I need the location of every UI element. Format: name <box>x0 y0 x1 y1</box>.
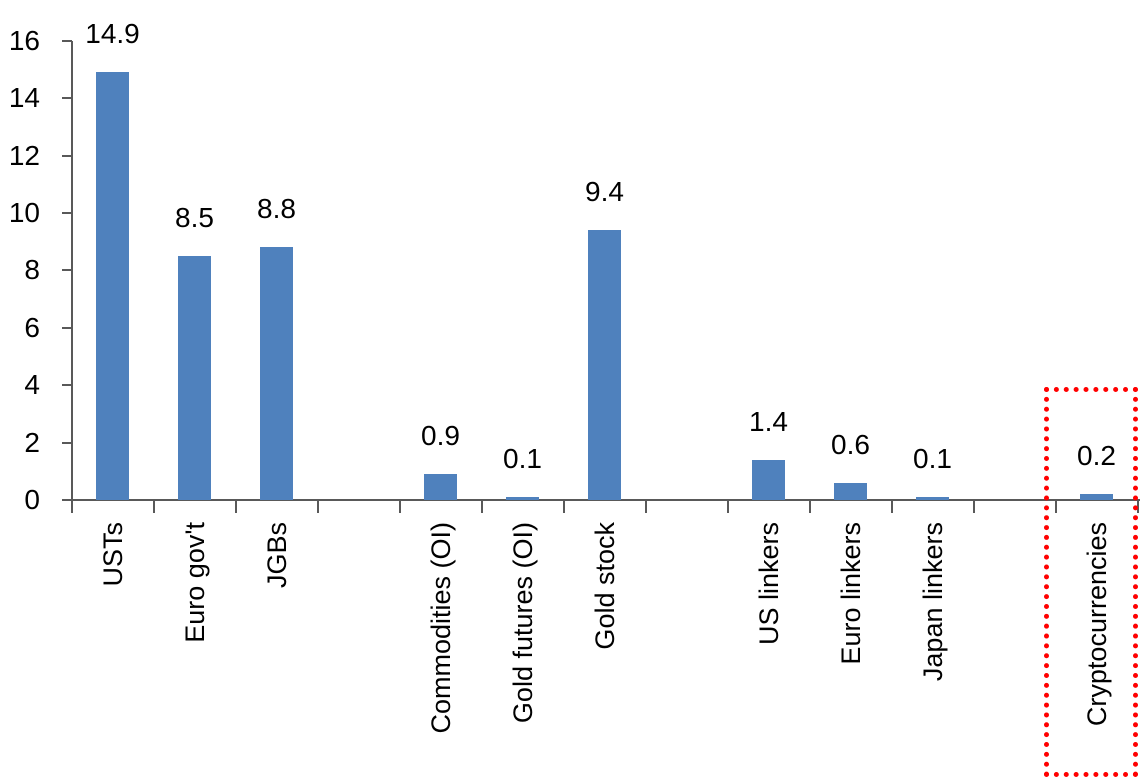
value-label-gold-stock: 9.4 <box>585 176 624 208</box>
x-axis-line <box>70 499 1140 501</box>
highlight-box-cryptocurrencies <box>1044 387 1138 777</box>
y-tick-6 <box>61 326 72 329</box>
y-tick-label-6: 6 <box>24 311 40 343</box>
bar-euro-gov-t <box>178 256 211 500</box>
category-label-us-linkers: US linkers <box>753 522 784 646</box>
y-tick-2 <box>61 441 72 444</box>
x-tick-3 <box>316 500 319 513</box>
y-tick-16 <box>61 39 72 42</box>
value-label-gold-futures-oi: 0.1 <box>503 443 542 475</box>
bar-euro-linkers <box>834 482 867 500</box>
value-label-jgbs: 8.8 <box>257 193 296 225</box>
y-tick-14 <box>61 97 72 100</box>
y-tick-label-4: 4 <box>24 369 40 401</box>
y-tick-label-14: 14 <box>8 82 40 114</box>
x-tick-2 <box>234 500 237 513</box>
value-label-commodities-oi: 0.9 <box>421 420 460 452</box>
category-label-euro-linkers: Euro linkers <box>835 522 866 665</box>
bar-jgbs <box>260 247 293 500</box>
y-tick-label-0: 0 <box>24 484 40 515</box>
x-tick-6 <box>562 500 565 513</box>
x-tick-12 <box>1054 500 1057 513</box>
value-label-japan-linkers: 0.1 <box>913 443 952 475</box>
bar-cryptocurrencies <box>1080 494 1113 500</box>
value-label-us-linkers: 1.4 <box>749 405 788 437</box>
x-tick-5 <box>480 500 483 513</box>
category-label-euro-gov-t: Euro gov't <box>179 522 210 643</box>
y-tick-label-2: 2 <box>24 426 40 458</box>
value-label-euro-linkers: 0.6 <box>831 428 870 460</box>
x-tick-8 <box>726 500 729 513</box>
category-label-usts: USTs <box>97 522 128 587</box>
y-axis-line <box>70 40 73 501</box>
y-tick-10 <box>61 212 72 214</box>
y-tick-0 <box>61 499 72 501</box>
category-label-commodities-oi: Commodities (OI) <box>425 522 456 734</box>
y-tick-label-12: 12 <box>8 139 40 171</box>
x-tick-7 <box>644 500 647 513</box>
bar-gold-stock <box>588 230 621 500</box>
x-tick-0 <box>70 500 73 513</box>
y-tick-label-8: 8 <box>24 254 40 286</box>
category-label-gold-futures-oi: Gold futures (OI) <box>507 522 538 724</box>
y-tick-label-16: 16 <box>8 24 40 56</box>
x-tick-9 <box>808 500 811 513</box>
bar-japan-linkers <box>916 497 949 500</box>
x-tick-1 <box>152 500 155 513</box>
x-tick-11 <box>972 500 975 513</box>
bar-gold-futures-oi <box>506 497 539 500</box>
category-label-japan-linkers: Japan linkers <box>917 522 948 682</box>
y-tick-8 <box>61 269 72 272</box>
bar-usts <box>96 72 129 500</box>
y-tick-4 <box>61 384 72 387</box>
x-tick-4 <box>398 500 401 513</box>
bar-us-linkers <box>752 459 785 500</box>
x-tick-10 <box>890 500 893 513</box>
y-tick-label-10: 10 <box>8 197 40 228</box>
value-label-usts: 14.9 <box>85 18 140 50</box>
category-label-gold-stock: Gold stock <box>589 522 620 650</box>
value-label-cryptocurrencies: 0.2 <box>1077 440 1116 472</box>
bar-commodities-oi <box>424 474 457 500</box>
y-tick-12 <box>61 154 72 157</box>
category-label-jgbs: JGBs <box>261 522 292 589</box>
value-label-euro-gov-t: 8.5 <box>175 202 214 234</box>
